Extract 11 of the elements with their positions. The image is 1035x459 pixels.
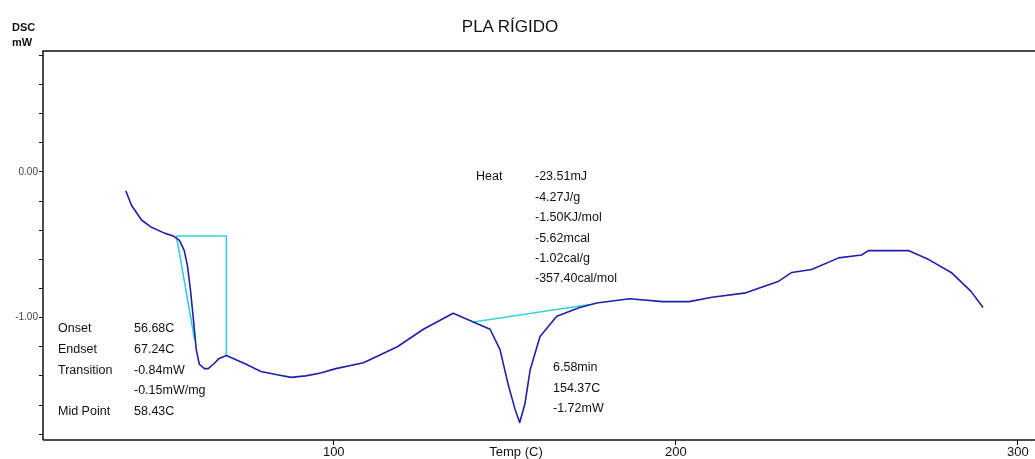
- x-tick-label: 200: [664, 444, 687, 459]
- chart-title: PLA RÍGIDO: [461, 16, 559, 36]
- x-axis-title: Temp (C): [489, 443, 543, 459]
- annotation: 6.58min 154.37C -1.72mW: [553, 360, 604, 416]
- y-axis-title: DSC mW: [12, 21, 36, 49]
- y-tick-label: -1.00: [15, 311, 39, 323]
- text: Heat -23.51mJ -4.27J/g -1.50KJ/mol -5.62mcal -1.02cal/g -357.40cal/mol: [476, 169, 617, 286]
- x-tick-label: 300: [1007, 444, 1029, 459]
- x-tick-label: 100: [322, 444, 345, 459]
- text: Onset 56.68C Endset 67.24C Transition -0.84mW -0.15mW/mg Mid Point 58.43C: [58, 321, 206, 418]
- y-tick-label: 0.00: [18, 165, 39, 177]
